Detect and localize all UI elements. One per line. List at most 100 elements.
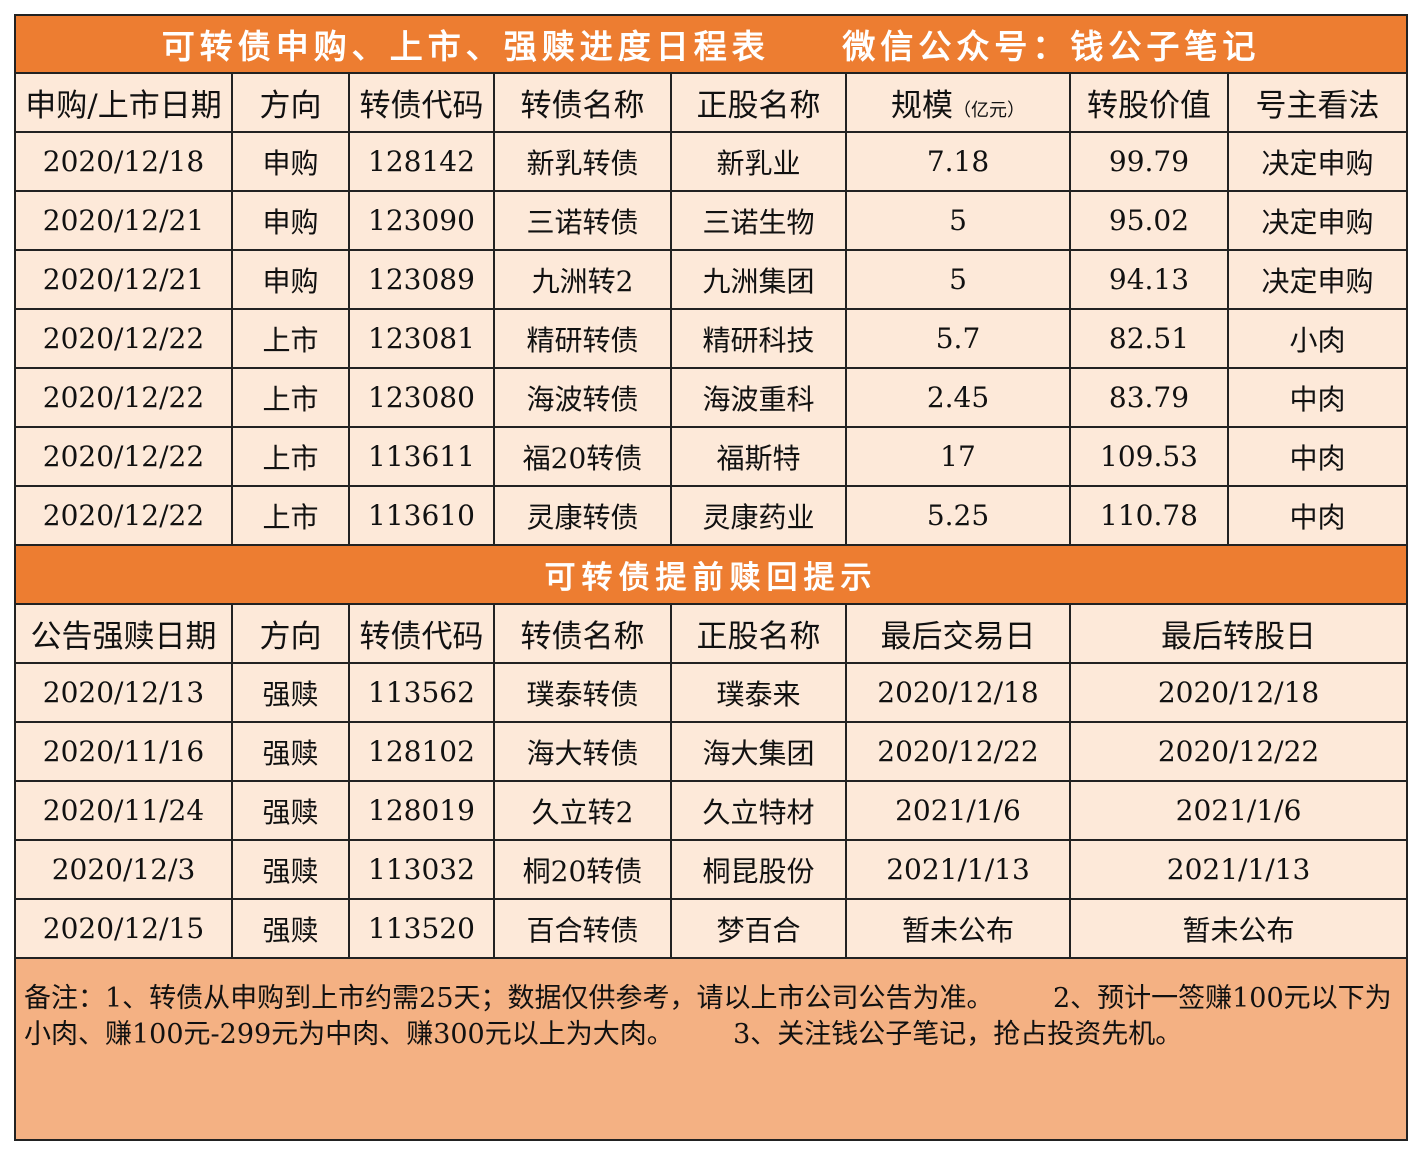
cell-value: 99.79 [1069,131,1229,192]
cell-code: 128019 [348,780,495,841]
note-row: 备注：1、转债从申购到上市约需25天；数据仅供参考，请以上市公司公告为准。 2、预… [13,957,1409,1141]
cell-date: 2020/12/21 [14,249,233,310]
cell-name: 九洲转2 [493,249,672,310]
schedule-table: 可转债申购、上市、强赎进度日程表 微信公众号：钱公子笔记 申购/上市日期 方向 转… [13,14,1409,1141]
cell-code: 113032 [348,839,495,900]
cell-direction: 申购 [231,131,350,192]
cell-opinion: 决定申购 [1226,131,1409,192]
note-part-1: 备注：1、转债从申购到上市约需25天；数据仅供参考，请以上市公司公告为准。 [24,983,994,1014]
header-stock: 正股名称 [670,603,847,664]
cell-code: 113610 [348,485,495,546]
cell-date: 2020/12/18 [14,131,233,192]
cell-name: 新乳转债 [493,131,672,192]
cell-scale: 5.7 [845,308,1071,369]
cell-scale: 2.45 [845,367,1071,428]
note-part-3: 3、关注钱公子笔记，抢占投资先机。 [733,1019,1183,1050]
header-date: 申购/上市日期 [14,72,233,133]
cell-date: 2020/12/22 [14,485,233,546]
cell-stock: 海波重科 [670,367,847,428]
cell-name: 精研转债 [493,308,672,369]
cell-value: 110.78 [1069,485,1229,546]
cell-stock: 璞泰来 [670,662,847,723]
cell-value: 109.53 [1069,426,1229,487]
cell-direction: 强赎 [231,839,350,900]
cell-code: 113520 [348,898,495,959]
cell-direction: 申购 [231,249,350,310]
cell-name: 百合转债 [493,898,672,959]
cell-date: 2020/11/16 [14,721,233,782]
header-code: 转债代码 [348,603,495,664]
cell-direction: 强赎 [231,662,350,723]
cell-last-trade: 2021/1/6 [845,780,1071,841]
table-row: 2020/12/22 上市 123081 精研转债 精研科技 5.7 82.51 小肉 [14,308,1409,369]
cell-value: 83.79 [1069,367,1229,428]
cell-name: 桐20转债 [493,839,672,900]
cell-value: 95.02 [1069,190,1229,251]
cell-direction: 上市 [231,426,350,487]
cell-scale: 5 [845,190,1071,251]
cell-last-trade: 2020/12/22 [845,721,1071,782]
cell-last-convert: 2020/12/18 [1068,662,1409,723]
cell-date: 2020/11/24 [14,780,233,841]
cell-stock: 精研科技 [670,308,847,369]
cell-stock: 新乳业 [670,131,847,192]
cell-direction: 强赎 [231,780,350,841]
title-cell: 可转债申购、上市、强赎进度日程表 微信公众号：钱公子笔记 [13,14,1409,74]
cell-date: 2020/12/22 [14,426,233,487]
cell-stock: 桐昆股份 [670,839,847,900]
header-value: 转股价值 [1069,72,1229,133]
cell-stock: 久立特材 [670,780,847,841]
cell-name: 福20转债 [493,426,672,487]
cell-code: 128102 [348,721,495,782]
cell-code: 123089 [348,249,495,310]
cell-code: 128142 [348,131,495,192]
cell-date: 2020/12/22 [14,308,233,369]
cell-name: 三诺转债 [493,190,672,251]
cell-value: 82.51 [1069,308,1229,369]
cell-code: 123081 [348,308,495,369]
cell-scale: 5.25 [845,485,1071,546]
header-scale: 规模（亿元） [845,72,1071,133]
table-row: 2020/12/18 申购 128142 新乳转债 新乳业 7.18 99.79 决定申购 [14,131,1409,192]
table-row: 2020/12/3 强赎 113032 桐20转债 桐昆股份 2021/1/13 2021/… [14,839,1409,900]
schedule-header-row: 申购/上市日期 方向 转债代码 转债名称 正股名称 规模（亿元） 转股价值 号主… [14,72,1409,133]
table-row: 2020/11/16 强赎 128102 海大转债 海大集团 2020/12/22 2020… [14,721,1409,782]
header-code: 转债代码 [348,72,495,133]
cell-name: 璞泰转债 [493,662,672,723]
wechat-title: 微信公众号：钱公子笔记 [842,27,1261,66]
cell-date: 2020/12/22 [14,367,233,428]
table-row: 2020/11/24 强赎 128019 久立转2 久立特材 2021/1/6 2021/1… [14,780,1409,841]
cell-opinion: 中肉 [1226,426,1409,487]
title-row: 可转债申购、上市、强赎进度日程表 微信公众号：钱公子笔记 [13,14,1409,74]
schedule-sheet: 可转债申购、上市、强赎进度日程表 微信公众号：钱公子笔记 申购/上市日期 方向 转… [13,14,1409,1141]
cell-last-convert: 2020/12/22 [1068,721,1409,782]
cell-code: 113562 [348,662,495,723]
cell-date: 2020/12/3 [14,839,233,900]
table-row: 2020/12/22 上市 113611 福20转债 福斯特 17 109.53 中肉 [14,426,1409,487]
redemption-header-row: 公告强赎日期 方向 转债代码 转债名称 正股名称 最后交易日 最后转股日 [14,603,1409,664]
cell-scale: 17 [845,426,1071,487]
header-scale-label: 规模 [891,88,953,124]
header-opinion: 号主看法 [1226,72,1409,133]
table-row: 2020/12/13 强赎 113562 璞泰转债 璞泰来 2020/12/18 2020/… [14,662,1409,723]
cell-name: 海大转债 [493,721,672,782]
header-last-trade: 最后交易日 [845,603,1071,664]
cell-date: 2020/12/21 [14,190,233,251]
cell-direction: 上市 [231,308,350,369]
table-row: 2020/12/22 上市 123080 海波转债 海波重科 2.45 83.79 中肉 [14,367,1409,428]
cell-last-convert: 2021/1/13 [1068,839,1409,900]
note-part-2: 2、预计一签赚100元以下为小肉、赚100元-299元为中肉、赚300元以上为大… [24,983,1392,1050]
schedule-rows: 2020/12/18 申购 128142 新乳转债 新乳业 7.18 99.79 决定申购 20… [14,131,1409,546]
cell-direction: 上市 [231,485,350,546]
redemption-rows: 2020/12/13 强赎 113562 璞泰转债 璞泰来 2020/12/18 2020/… [14,662,1409,959]
table-row: 2020/12/21 申购 123089 九洲转2 九洲集团 5 94.13 决定申购 [14,249,1409,310]
cell-stock: 福斯特 [670,426,847,487]
cell-opinion: 中肉 [1226,367,1409,428]
cell-date: 2020/12/15 [14,898,233,959]
cell-date: 2020/12/13 [14,662,233,723]
cell-last-trade: 2021/1/13 [845,839,1071,900]
cell-last-convert: 2021/1/6 [1068,780,1409,841]
cell-code: 113611 [348,426,495,487]
header-scale-unit: （亿元） [953,100,1025,121]
cell-scale: 7.18 [845,131,1071,192]
